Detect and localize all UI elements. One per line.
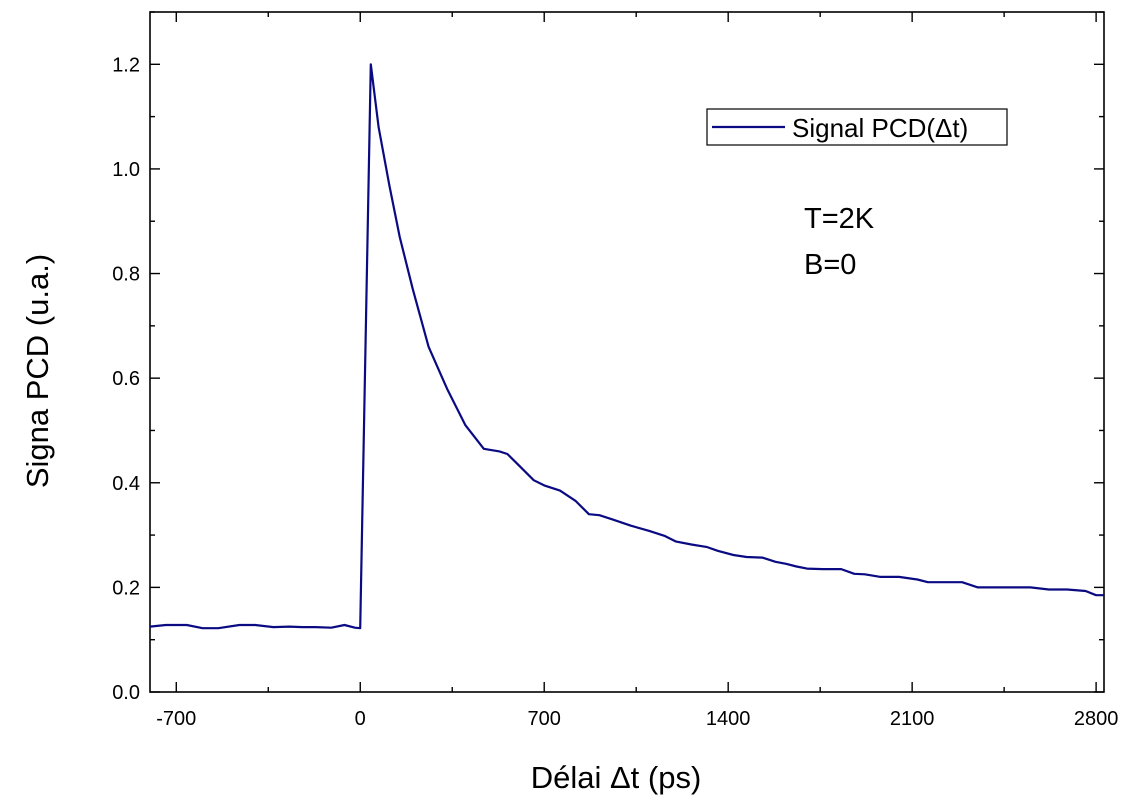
plot-frame <box>149 11 1105 693</box>
y-tick-label: 1.2 <box>112 54 140 76</box>
annotation-temperature: T=2K <box>804 203 875 235</box>
x-tick-label: 0 <box>355 708 366 730</box>
legend: Signal PCD(Δt) <box>706 108 1008 146</box>
y-tick-label: 0.8 <box>112 264 140 286</box>
annotation-field: B=0 <box>804 249 856 281</box>
x-tick-label: 2100 <box>890 708 935 730</box>
y-tick-label: 0.0 <box>112 682 140 704</box>
x-tick-label: 1400 <box>706 708 751 730</box>
legend-series-label: Signal PCD(Δt) <box>792 113 968 143</box>
series-line-0 <box>149 63 1104 630</box>
x-tick-label: -700 <box>156 708 196 730</box>
plot-group: -700 0 700 1400 2100 2800 0.0 0.2 0.4 0.6 0.8 1.0 1.… <box>112 11 1119 730</box>
y-tick-label: 0.2 <box>112 577 140 599</box>
x-tick-label: 2800 <box>1074 708 1119 730</box>
y-axis-title: Signa PCD (u.a.) <box>20 254 55 488</box>
x-tick-label: 700 <box>528 708 561 730</box>
y-tick-label: 0.4 <box>112 473 140 495</box>
y-tick-label: 1.0 <box>112 159 140 181</box>
x-axis-title: Délai Δt (ps) <box>531 760 702 795</box>
y-tick-label: 0.6 <box>112 368 140 390</box>
